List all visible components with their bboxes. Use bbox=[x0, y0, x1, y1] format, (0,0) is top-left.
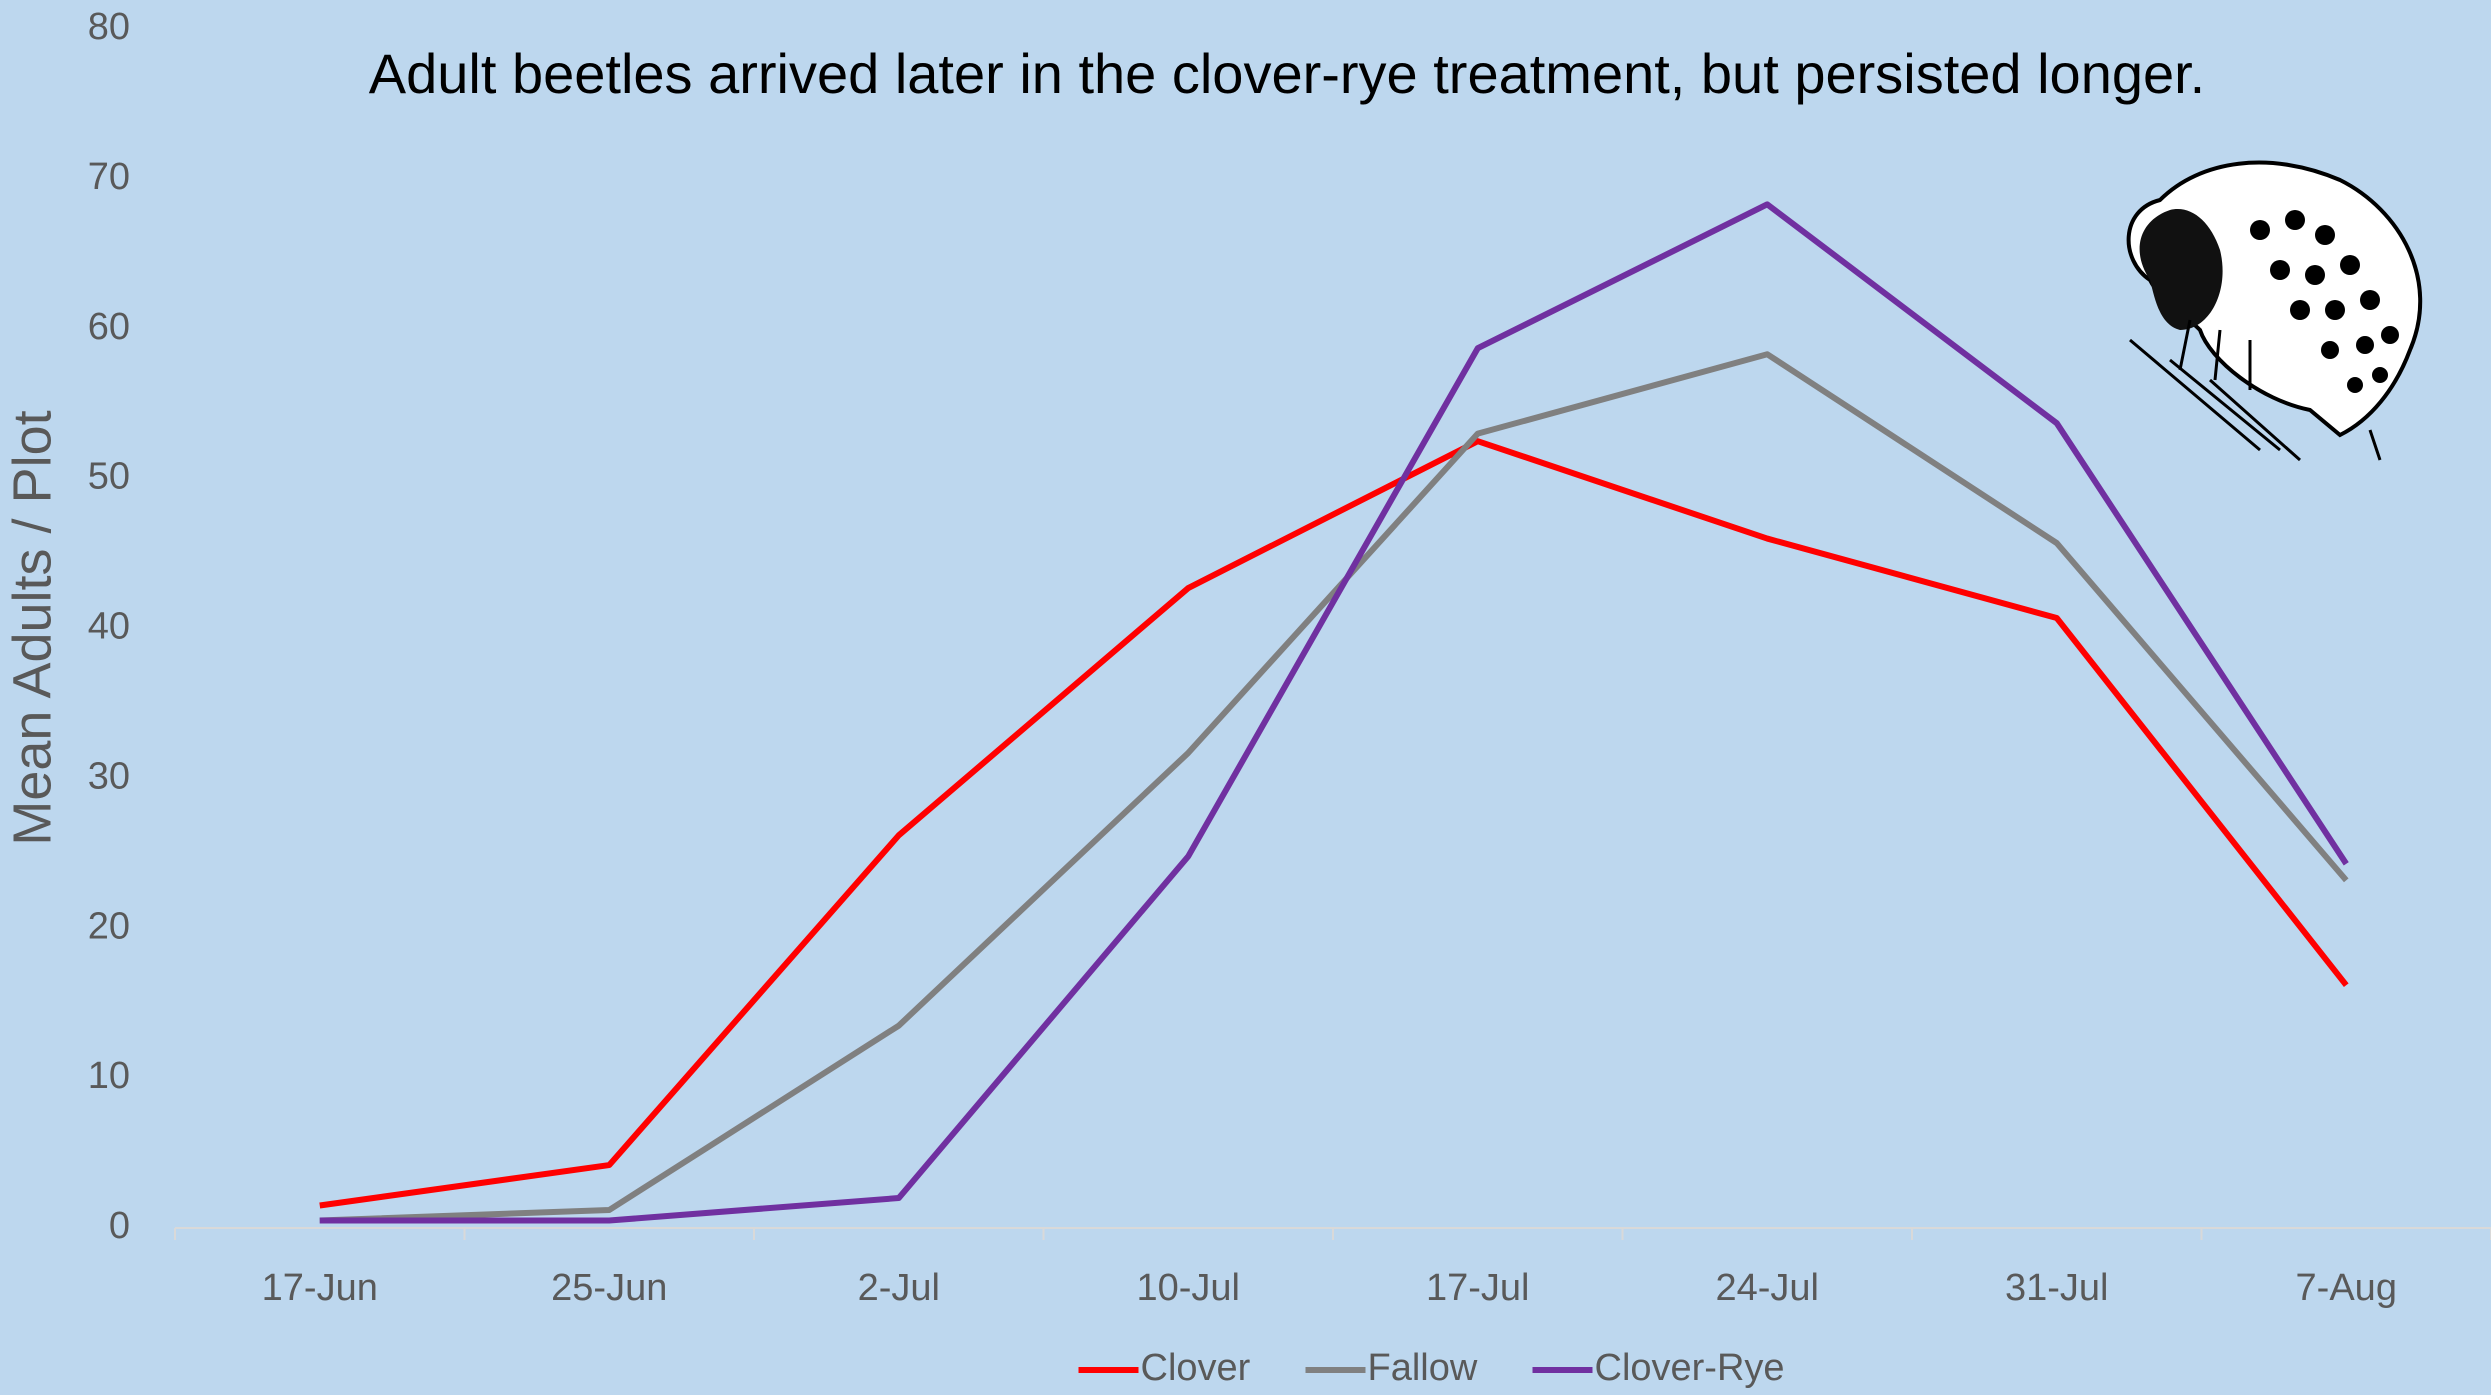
legend-label: Clover-Rye bbox=[1595, 1347, 1785, 1389]
data-line bbox=[319, 201, 2349, 1224]
y-tick-label: 20 bbox=[88, 905, 130, 947]
y-tick-label: 30 bbox=[88, 755, 130, 797]
data-line bbox=[319, 438, 2349, 1209]
y-tick-label: 50 bbox=[88, 456, 130, 498]
legend-label: Fallow bbox=[1368, 1347, 1478, 1389]
x-tick-label: 24-Jul bbox=[1716, 1267, 1820, 1309]
x-tick-label: 17-Jun bbox=[262, 1267, 378, 1309]
chart-title: Adult beetles arrived later in the clove… bbox=[369, 42, 2206, 105]
y-tick-label: 80 bbox=[88, 6, 130, 48]
y-tick-label: 10 bbox=[88, 1055, 130, 1097]
y-tick-label: 40 bbox=[88, 606, 130, 648]
x-tick-label: 17-Jul bbox=[1426, 1267, 1530, 1309]
data-line bbox=[319, 351, 2349, 1224]
y-tick-label: 60 bbox=[88, 306, 130, 348]
y-tick-label: 70 bbox=[88, 156, 130, 198]
y-tick-label: 0 bbox=[109, 1205, 130, 1247]
beetle-larva-illustration bbox=[2126, 160, 2423, 462]
x-tick-label: 31-Jul bbox=[2005, 1267, 2109, 1309]
x-tick-label: 25-Jun bbox=[551, 1267, 667, 1309]
x-tick-label: 2-Jul bbox=[858, 1267, 940, 1309]
y-axis-label: Mean Adults / Plot bbox=[2, 410, 62, 845]
x-tick-label: 7-Aug bbox=[2296, 1267, 2397, 1309]
x-tick-label: 10-Jul bbox=[1137, 1267, 1241, 1309]
legend-label: Clover bbox=[1141, 1347, 1251, 1389]
